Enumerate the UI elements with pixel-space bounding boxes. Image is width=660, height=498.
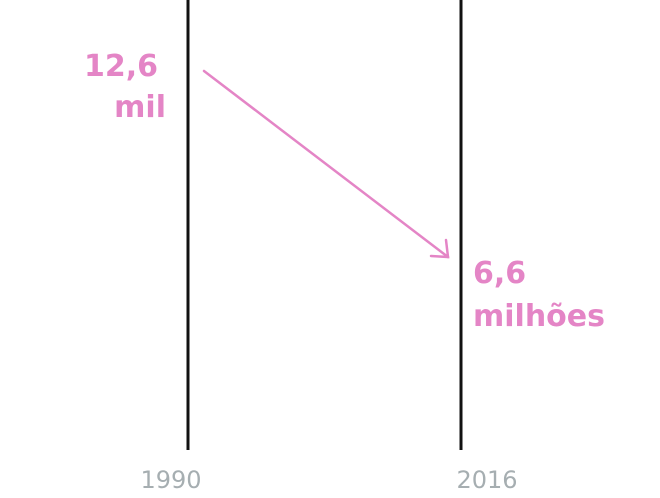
value-label: 6,6 — [473, 256, 526, 291]
value-label: 12,6 — [84, 49, 158, 84]
value-label: milhões — [473, 299, 605, 334]
arrow — [202, 69, 450, 259]
year-label: 1990 — [140, 466, 201, 494]
value-label: mil — [114, 90, 166, 125]
year-label: 2016 — [456, 466, 517, 494]
